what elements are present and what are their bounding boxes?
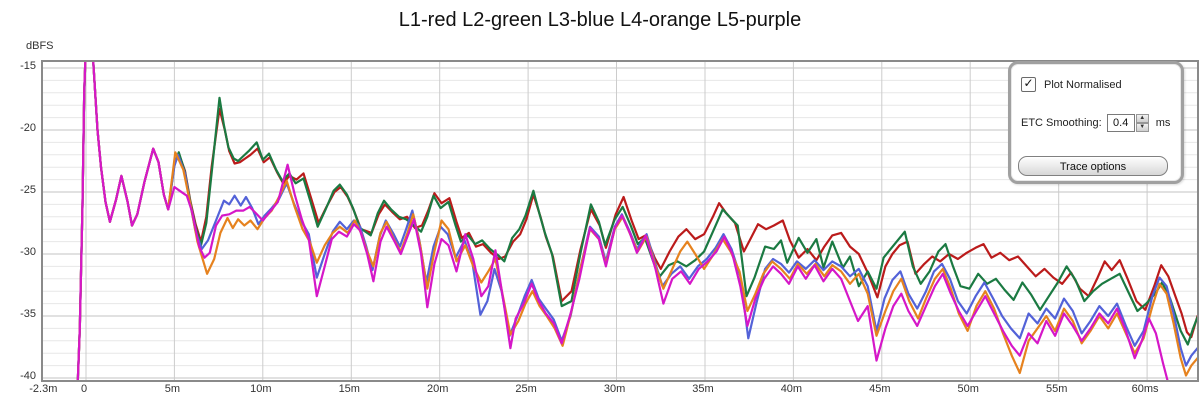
x-tick-label: 60ms [1131,383,1159,395]
chart-title: L1-red L2-green L3-blue L4-orange L5-pur… [398,9,802,31]
y-tick-label: -25 [20,183,36,196]
x-tick-label: 55m [1045,383,1068,395]
graph-controls-panel: ✓ Plot Normalised ETC Smoothing: 0.4 ▲ ▼… [1008,61,1184,184]
y-tick-label: -35 [20,307,36,320]
etc-smoothing-value-field[interactable]: 0.4 [1106,114,1135,132]
x-tick-label: 50m [957,383,979,395]
x-tick-label: 5m [164,383,181,395]
x-tick-label: 10m [250,383,272,395]
x-tick-label: 15m [338,383,360,395]
plot-normalised-label: Plot Normalised [1044,78,1122,91]
x-tick-label: 25m [515,383,537,395]
trace-L5 [76,62,1169,380]
y-tick-label: -20 [20,121,36,134]
x-tick-label: 0 [80,383,88,395]
x-tick-label: 20m [426,383,449,395]
x-tick-label: 45m [869,383,891,395]
spin-up-button[interactable]: ▲ [1135,114,1149,123]
etc-smoothing-label: ETC Smoothing: [1021,117,1102,129]
y-axis-unit-label: dBFS [26,40,54,52]
spin-down-button[interactable]: ▼ [1135,123,1149,132]
y-tick-label: -40 [20,369,36,382]
x-tick-label: 40m [780,383,803,395]
x-tick-label: -2.3m [29,383,58,395]
y-tick-label: -30 [20,245,36,258]
plot-canvas[interactable] [43,62,1197,380]
x-tick-label: 30m [603,383,626,395]
etc-smoothing-unit-label: ms [1155,117,1171,129]
y-tick-label: -15 [20,59,36,72]
checkmark-icon: ✓ [1023,76,1034,90]
trace-options-button[interactable]: Trace options [1018,156,1168,176]
plot-normalised-checkbox[interactable]: ✓ [1021,77,1036,92]
x-tick-label: 35m [692,383,714,395]
plot-area[interactable] [41,60,1199,382]
